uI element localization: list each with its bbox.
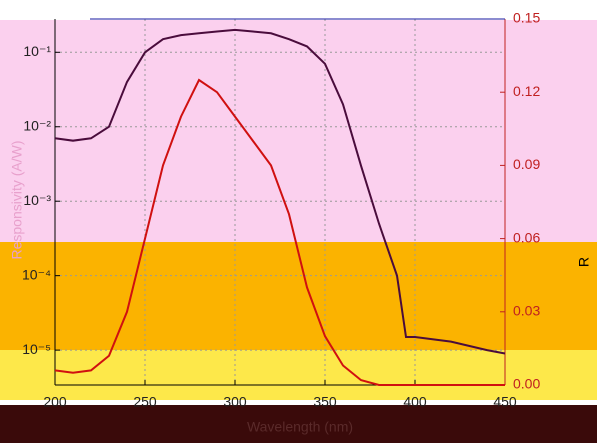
overlay-dark — [0, 405, 597, 443]
y-tick-label: 10⁻⁵ — [22, 341, 51, 357]
overlay-pink — [0, 20, 597, 242]
overlay-orange — [0, 242, 597, 350]
y-tick-label: 10⁻² — [23, 117, 51, 133]
y2-tick-label: 0.15 — [513, 10, 540, 26]
x-tick-label: 400 — [403, 394, 427, 410]
y2-axis-label: R — [576, 257, 592, 267]
x-tick-label: 450 — [493, 394, 517, 410]
y-axis-label: Responsivity (A/W) — [9, 140, 25, 259]
y-tick-label: 10⁻³ — [23, 192, 51, 208]
y2-tick-label: 0.12 — [513, 83, 540, 99]
y-tick-label: 10⁻⁴ — [22, 266, 51, 282]
y-tick-label: 10⁻¹ — [23, 43, 51, 59]
series-line — [54, 78, 505, 386]
y2-tick-label: 0.00 — [513, 376, 540, 392]
overlay-yellow — [0, 350, 597, 400]
x-tick-label: 350 — [313, 394, 337, 410]
series-line — [54, 28, 506, 355]
y2-tick-label: 0.09 — [513, 156, 540, 172]
x-tick-label: 250 — [133, 394, 157, 410]
y2-tick-label: 0.06 — [513, 229, 540, 245]
x-tick-label: 300 — [223, 394, 247, 410]
x-tick-label: 200 — [43, 394, 67, 410]
x-axis-label: Wavelength (nm) — [247, 419, 353, 435]
y2-tick-label: 0.03 — [513, 303, 540, 319]
